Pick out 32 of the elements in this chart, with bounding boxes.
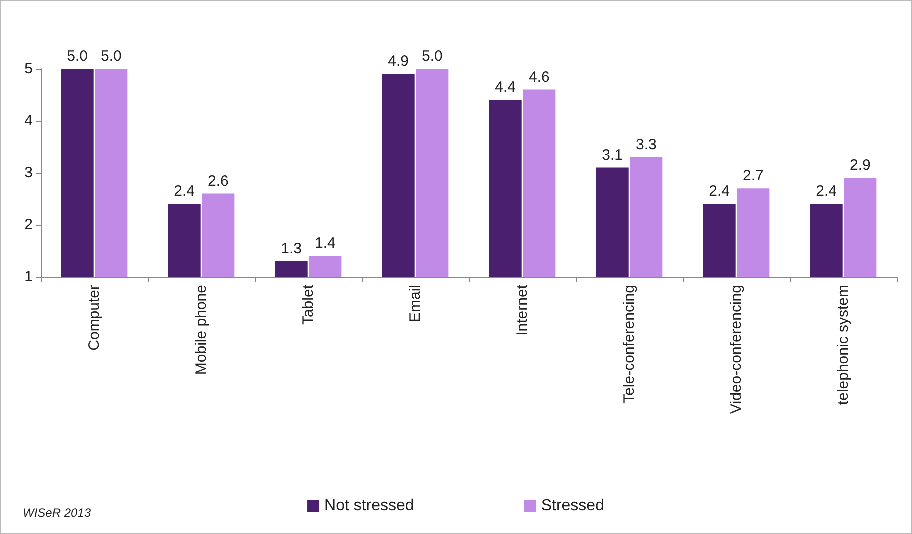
legend-label: Not stressed bbox=[324, 498, 414, 514]
data-label: 3.1 bbox=[602, 146, 624, 164]
x-tick-label: Internet bbox=[514, 284, 531, 336]
data-label: 5.0 bbox=[67, 48, 88, 65]
data-label: 2.4 bbox=[709, 183, 730, 200]
text: WISeR 2013 bbox=[23, 506, 92, 520]
y-tick-label: 3 bbox=[24, 164, 33, 182]
x-tick-label: Mobile phone bbox=[193, 285, 210, 376]
x-tick-label: Video-conferencing bbox=[728, 285, 745, 414]
legend-label: Stressed bbox=[541, 498, 604, 514]
data-label: 1.3 bbox=[281, 240, 302, 258]
x-tick-label: Tablet bbox=[300, 284, 317, 326]
x-tick-label: telephonic system bbox=[835, 285, 852, 406]
x-tick-label: Computer bbox=[86, 284, 103, 351]
data-label: 5.0 bbox=[100, 48, 122, 65]
data-label: 2.4 bbox=[174, 183, 196, 200]
data-label: 2.7 bbox=[742, 168, 764, 185]
data-label: 2.9 bbox=[850, 157, 871, 174]
data-label: 3.3 bbox=[636, 136, 657, 154]
y-tick-label: 1 bbox=[24, 268, 33, 286]
data-label: 5.0 bbox=[422, 48, 443, 65]
y-tick-label: 5 bbox=[24, 60, 33, 78]
data-label: 2.4 bbox=[816, 183, 838, 200]
x-tick-label: Tele-conferencing bbox=[621, 285, 638, 404]
data-label: 4.4 bbox=[495, 79, 516, 96]
x-tick-label: Email bbox=[407, 285, 424, 323]
y-tick-label: 2 bbox=[24, 216, 33, 234]
data-label: 4.6 bbox=[528, 68, 550, 86]
data-label: 1.4 bbox=[314, 235, 336, 252]
data-label: 4.9 bbox=[388, 53, 410, 70]
y-tick-label: 4 bbox=[24, 112, 33, 130]
data-label: 2.6 bbox=[208, 172, 229, 190]
